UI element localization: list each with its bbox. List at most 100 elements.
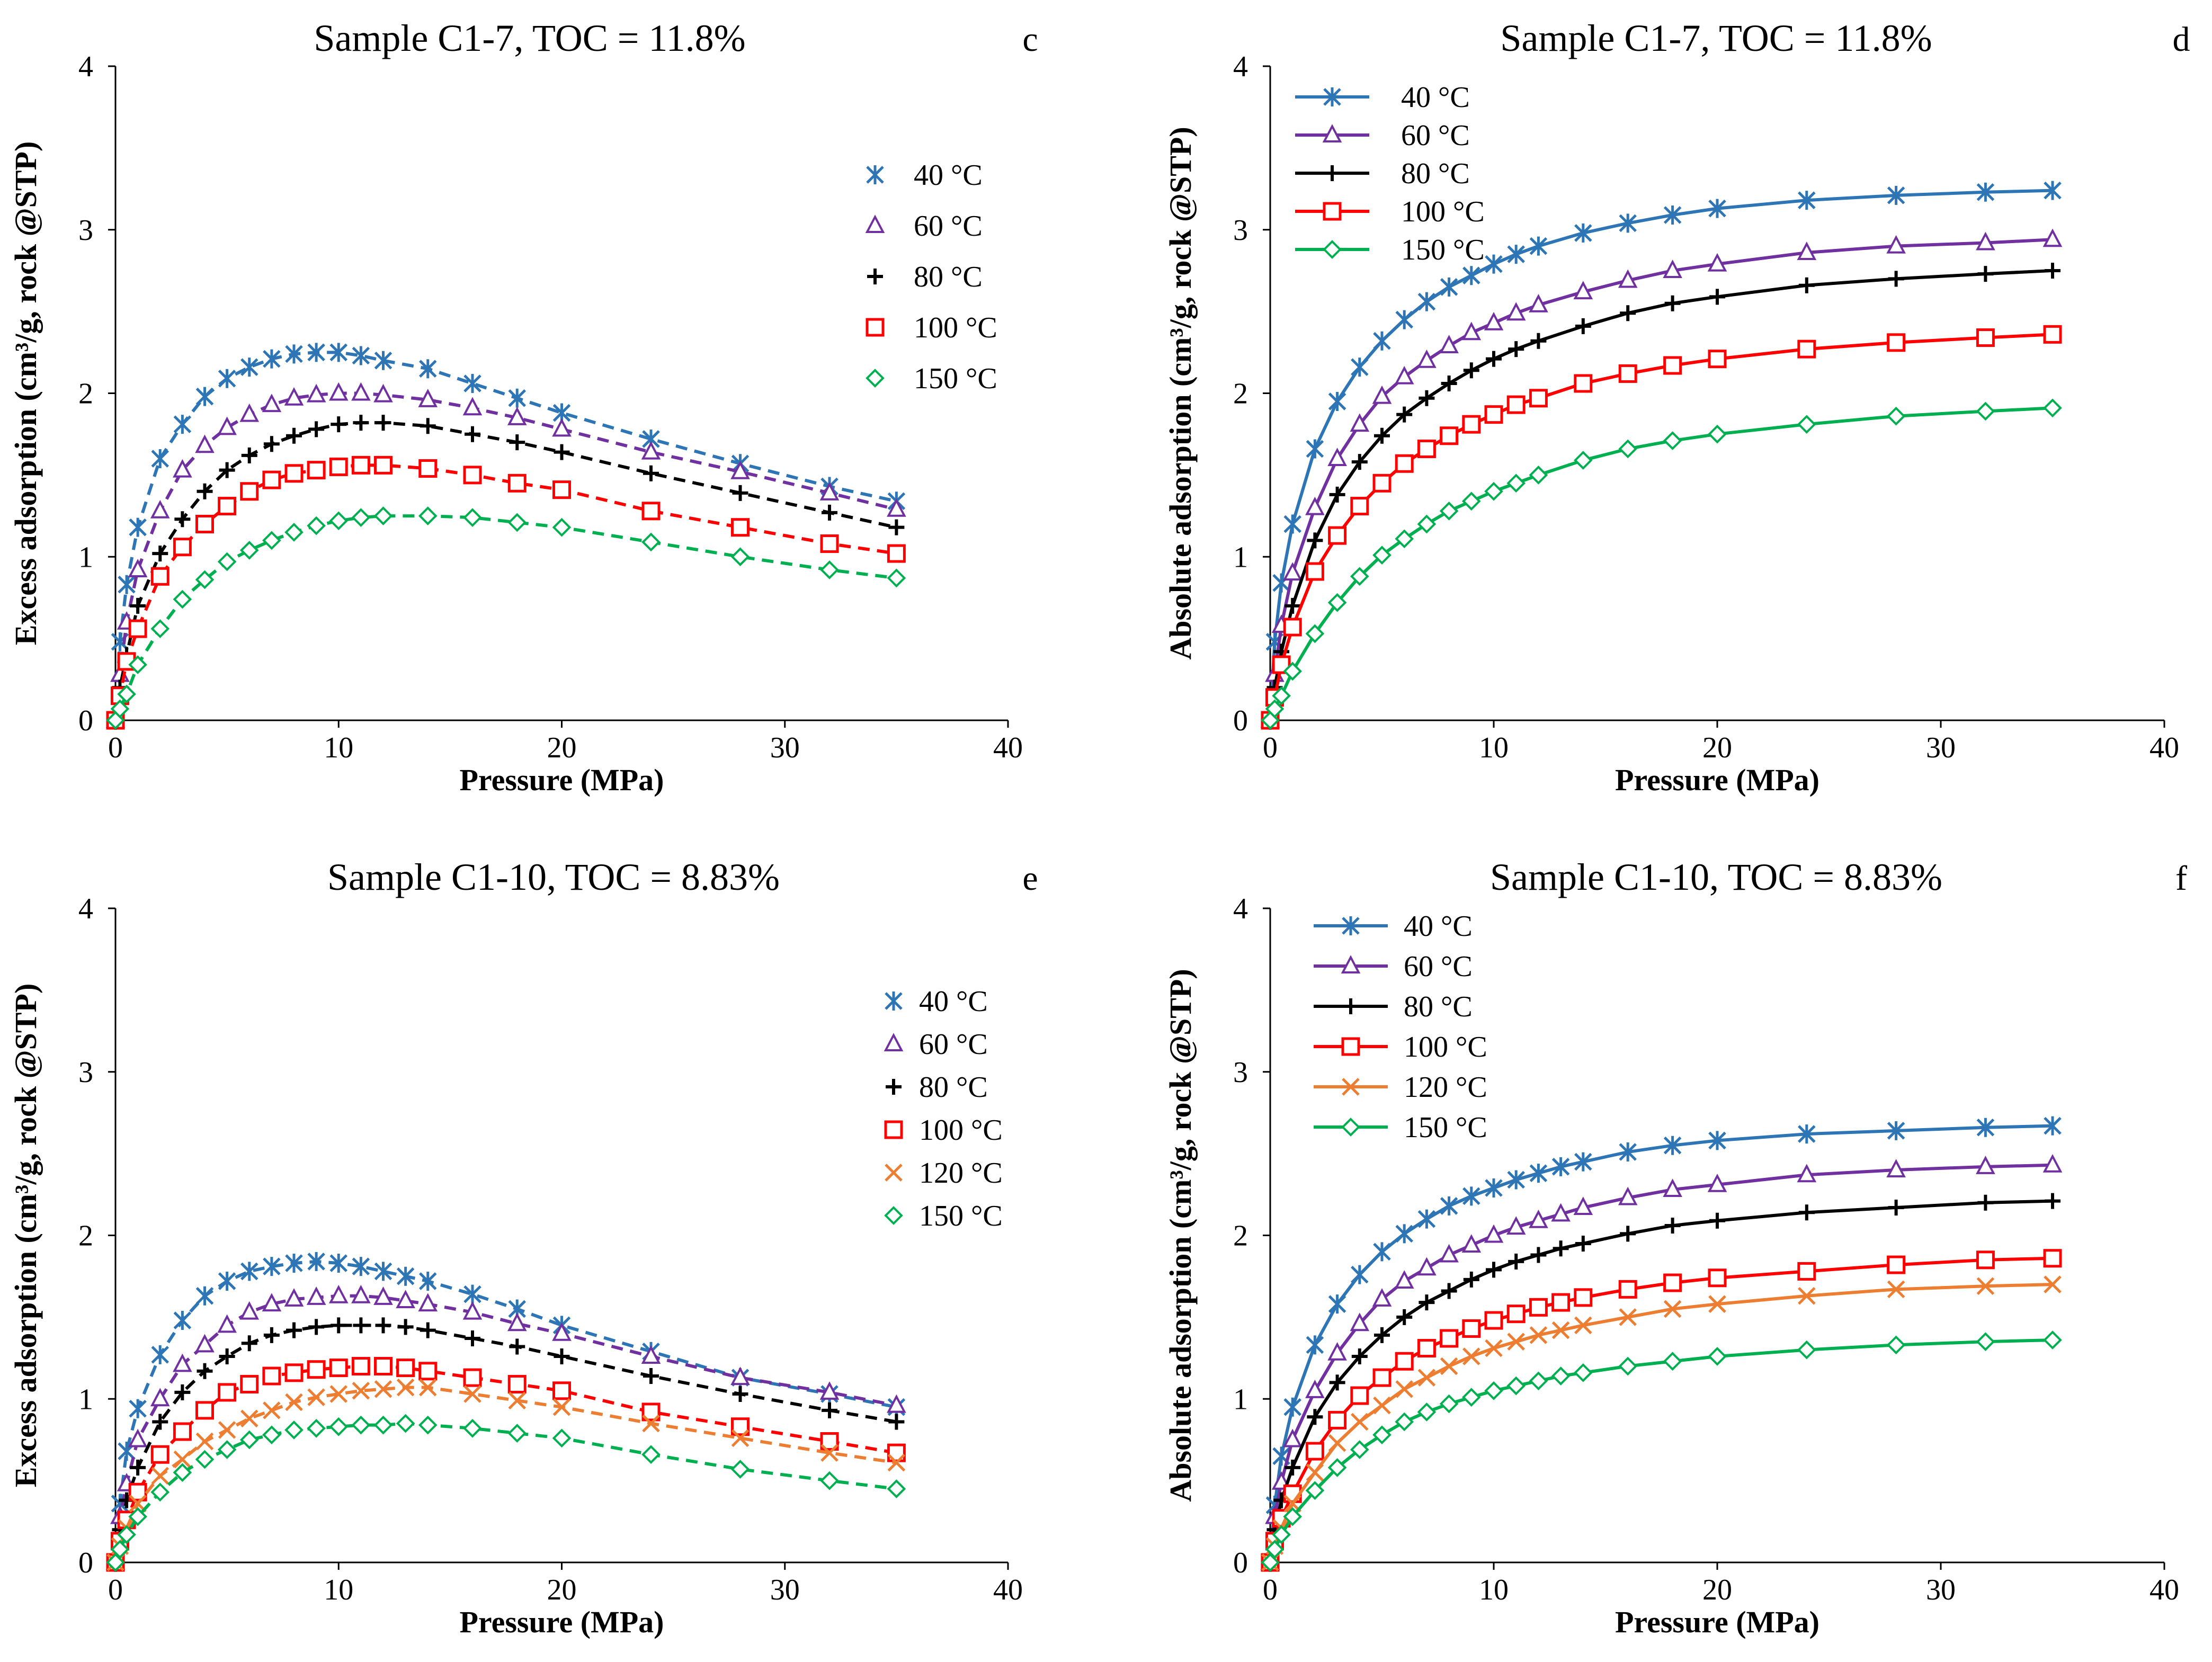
data-point [1374,1327,1390,1343]
y-tick-label: 0 [1233,704,1248,737]
data-point [396,1359,415,1378]
data-point [507,407,527,425]
data-point [1664,1217,1681,1234]
data-point [1417,1257,1437,1276]
data-point [418,1362,438,1381]
x-tick-label: 20 [1702,731,1732,764]
data-point [197,483,213,499]
data-point [1507,1170,1525,1190]
data-point [507,1312,527,1332]
data-point [351,1357,370,1375]
x-tick-label: 10 [1479,731,1509,764]
data-point [1306,1335,1324,1355]
data-point [418,1293,438,1312]
data-point [1506,302,1526,321]
data-point [642,1414,660,1433]
data-point [117,684,136,704]
data-point [1508,1253,1524,1270]
y-tick-label: 4 [78,892,93,925]
data-point [1508,341,1524,358]
data-point [641,1345,661,1364]
data-point [1441,375,1457,391]
data-point [1976,231,1995,251]
data-point [508,1391,527,1410]
legend-label: 120 °C [1404,1071,1487,1104]
data-point [552,1398,571,1416]
legend-marker [1322,124,1342,142]
data-point [307,343,325,362]
data-point [1797,339,1816,359]
series-150C [1261,398,2062,730]
series-line [114,1259,897,1563]
series-line [114,391,897,721]
data-point [819,1381,840,1400]
data-point [396,1414,415,1433]
data-point [1708,199,1726,218]
data-point [218,1271,236,1291]
data-point [240,358,258,377]
data-point [195,1401,214,1420]
data-point [240,1409,258,1428]
data-point [1663,1136,1682,1155]
data-point [150,567,170,586]
data-point [173,589,192,609]
data-point [1573,1363,1593,1382]
legend-marker [1342,1078,1360,1096]
data-point [1506,473,1526,493]
data-point [129,517,147,537]
data-point [263,349,281,369]
data-point [1396,406,1413,423]
data-point [1484,481,1503,501]
data-point [284,1363,304,1382]
legend-marker [1323,240,1342,259]
series-80C [108,1317,905,1570]
data-point [463,1368,482,1387]
data-point [128,655,147,674]
data-point [262,1366,281,1386]
data-point [1327,448,1347,466]
data-point [1887,1255,1906,1274]
data-point [2043,1330,2062,1350]
data-point [1417,1339,1436,1358]
data-point [1707,1173,1727,1192]
legend-label: 80 °C [914,261,983,293]
data-point [1440,1196,1458,1216]
data-point [374,351,393,370]
y-tick-label: 1 [78,541,93,574]
data-point [173,1422,192,1441]
legend-label: 100 °C [1404,1031,1487,1064]
data-point [218,369,236,388]
data-point [1283,618,1302,637]
x-axis-label: Pressure (MPa) [459,763,664,797]
data-point [641,1445,661,1464]
data-point [1574,1152,1592,1172]
data-point [732,1386,748,1402]
data-point [1462,1319,1481,1338]
data-point [1265,1540,1285,1559]
series-line [114,1386,897,1563]
data-point [374,1380,393,1398]
data-point [554,1348,570,1364]
x-tick-label: 40 [2149,1574,2179,1606]
data-point [328,382,349,401]
data-point [1351,454,1368,470]
data-point [1305,1442,1324,1461]
data-point [420,418,436,434]
legend-item: 60 °C [884,1028,988,1061]
x-tick-label: 0 [1263,1574,1278,1606]
data-point [554,444,570,460]
data-point [1351,358,1369,377]
data-point [195,434,215,453]
data-point [1350,1386,1369,1405]
data-point [1307,1409,1323,1425]
data-point [1417,439,1436,458]
data-point [396,1266,415,1286]
legend-label: 150 °C [1401,234,1485,266]
data-point [1350,497,1369,516]
data-point [1977,1194,1994,1211]
legend-item: 40 °C [885,985,988,1018]
data-point [117,1525,136,1544]
data-point [329,457,348,476]
data-point [1439,1394,1459,1414]
legend-marker [866,369,885,388]
